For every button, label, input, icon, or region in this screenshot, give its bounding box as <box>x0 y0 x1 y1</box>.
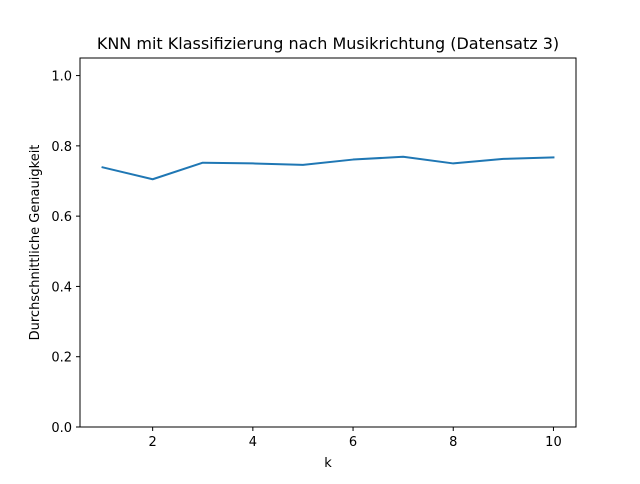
y-tick-label: 0.8 <box>51 140 72 155</box>
y-tick-label: 0.0 <box>51 421 72 436</box>
x-axis-label: k <box>324 456 332 471</box>
y-tick-label: 0.4 <box>51 280 72 295</box>
y-tick-label: 1.0 <box>51 70 72 85</box>
y-axis-label: Durchschnittliche Genauigkeit <box>28 145 43 341</box>
x-tick-label: 2 <box>149 435 157 450</box>
plot-area: 2 4 6 8 10 0.0 0.2 0.4 0.6 0.8 1.0 <box>51 57 577 450</box>
chart-title: KNN mit Klassifizierung nach Musikrichtu… <box>97 34 559 53</box>
y-tick-label: 0.2 <box>51 351 72 366</box>
y-tick-label: 0.6 <box>51 210 72 225</box>
x-tick-label: 10 <box>545 435 562 450</box>
x-tick-label: 4 <box>249 435 257 450</box>
axes-frame <box>79 57 577 428</box>
x-tick-label: 6 <box>349 435 357 450</box>
x-tick-label: 8 <box>449 435 457 450</box>
series-line-1 <box>101 155 555 181</box>
